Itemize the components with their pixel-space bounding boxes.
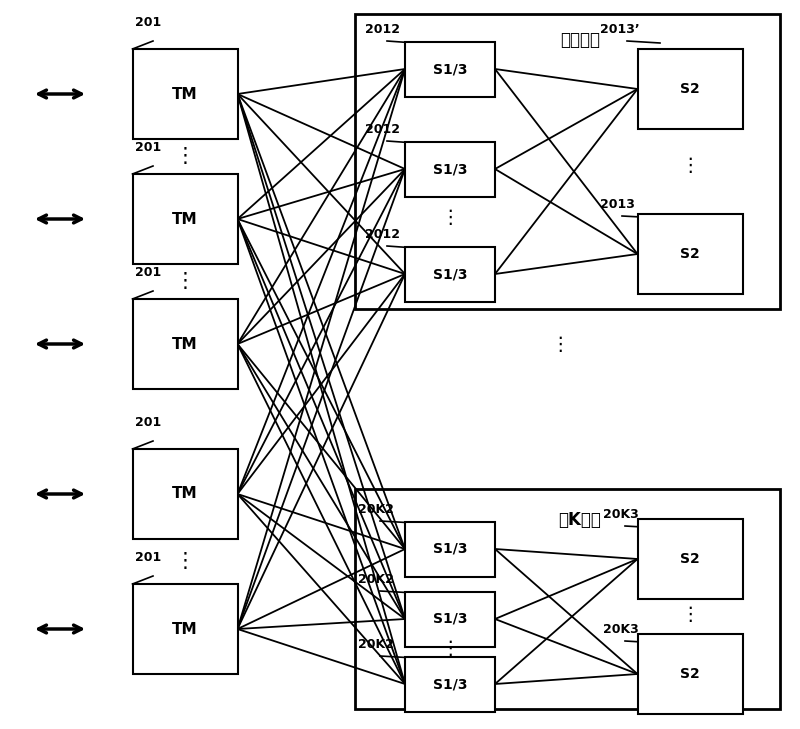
Text: S2: S2 — [680, 82, 700, 96]
Text: 201: 201 — [135, 141, 162, 154]
Bar — [405, 521, 495, 577]
Text: S1/3: S1/3 — [433, 267, 467, 281]
Text: 第一平面: 第一平面 — [560, 31, 600, 49]
Text: ⋮: ⋮ — [680, 604, 700, 623]
Bar — [405, 657, 495, 712]
Text: 201: 201 — [135, 266, 162, 279]
Bar — [133, 49, 238, 139]
Text: 2012: 2012 — [365, 228, 400, 241]
Text: 2012: 2012 — [365, 123, 400, 136]
Text: 20K2: 20K2 — [358, 638, 394, 651]
Bar — [405, 42, 495, 96]
Bar — [638, 49, 742, 129]
Text: 201: 201 — [135, 16, 162, 29]
Bar — [355, 489, 780, 709]
Text: 第K平面: 第K平面 — [558, 511, 602, 529]
Bar — [638, 214, 742, 294]
Text: 201: 201 — [135, 551, 162, 564]
Text: 201: 201 — [135, 416, 162, 429]
Text: S1/3: S1/3 — [433, 542, 467, 556]
Text: S2: S2 — [680, 247, 700, 261]
Text: 2012: 2012 — [365, 23, 400, 36]
Bar — [133, 584, 238, 674]
Text: 20K2: 20K2 — [358, 573, 394, 586]
Text: S1/3: S1/3 — [433, 677, 467, 691]
Text: 20K2: 20K2 — [358, 503, 394, 516]
Bar — [405, 141, 495, 197]
Text: S1/3: S1/3 — [433, 62, 467, 76]
Text: TM: TM — [172, 211, 198, 227]
Bar — [133, 449, 238, 539]
Text: ⋮: ⋮ — [550, 335, 570, 354]
Text: S1/3: S1/3 — [433, 612, 467, 626]
Text: 2013’: 2013’ — [600, 23, 640, 36]
Text: ⋮: ⋮ — [440, 639, 460, 658]
Text: ⋮: ⋮ — [174, 551, 195, 571]
Text: ⋮: ⋮ — [174, 271, 195, 291]
Text: ⋮: ⋮ — [440, 208, 460, 227]
Text: 20K3: 20K3 — [603, 623, 638, 636]
Bar — [405, 246, 495, 302]
Text: 20K3: 20K3 — [603, 508, 638, 521]
Text: ⋮: ⋮ — [680, 155, 700, 174]
Bar — [133, 299, 238, 389]
Bar — [133, 174, 238, 264]
Text: TM: TM — [172, 622, 198, 636]
Text: TM: TM — [172, 486, 198, 502]
Bar — [638, 519, 742, 599]
Text: ⋮: ⋮ — [174, 146, 195, 166]
Text: TM: TM — [172, 87, 198, 101]
Text: 2013: 2013 — [600, 198, 635, 211]
Bar — [355, 14, 780, 309]
Text: S2: S2 — [680, 552, 700, 566]
Bar — [638, 634, 742, 714]
Bar — [405, 591, 495, 647]
Text: S2: S2 — [680, 667, 700, 681]
Text: S1/3: S1/3 — [433, 162, 467, 176]
Text: TM: TM — [172, 337, 198, 351]
